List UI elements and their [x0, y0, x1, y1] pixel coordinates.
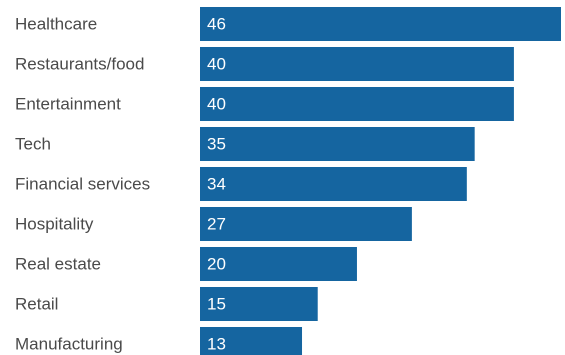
value-label: 40 [207, 95, 226, 114]
category-label: Restaurants/food [15, 55, 144, 74]
value-label: 13 [207, 335, 226, 354]
value-label: 20 [207, 255, 226, 274]
category-label: Manufacturing [15, 335, 123, 354]
value-label: 46 [207, 15, 226, 34]
category-label: Tech [15, 135, 51, 154]
bar [200, 87, 514, 121]
bar [200, 207, 412, 241]
value-label: 40 [207, 55, 226, 74]
value-label: 35 [207, 135, 226, 154]
bar [200, 167, 467, 201]
bar [200, 47, 514, 81]
value-label: 27 [207, 215, 226, 234]
bar [200, 127, 475, 161]
bar [200, 247, 357, 281]
value-label: 15 [207, 295, 226, 314]
category-label: Entertainment [15, 95, 121, 114]
bar [200, 7, 561, 41]
category-label: Real estate [15, 255, 101, 274]
value-label: 34 [207, 175, 226, 194]
category-label: Retail [15, 295, 58, 314]
bar [200, 327, 303, 355]
category-label: Financial services [15, 175, 150, 194]
bars-group: Healthcare 46 Restaurants/food 40 Entertainm… [15, 7, 561, 355]
bar [200, 287, 318, 321]
category-label: Healthcare [15, 15, 97, 34]
category-label: Hospitality [15, 215, 94, 234]
